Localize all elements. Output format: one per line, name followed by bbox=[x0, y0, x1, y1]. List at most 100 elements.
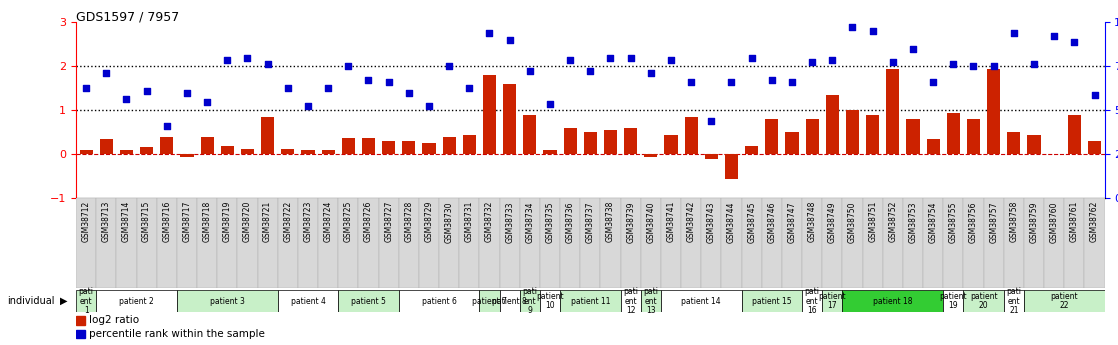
Bar bbox=[806, 119, 818, 155]
Bar bbox=[781, 198, 802, 288]
Text: GSM38752: GSM38752 bbox=[889, 201, 898, 243]
Text: patient 7: patient 7 bbox=[472, 296, 506, 306]
Bar bbox=[563, 128, 577, 155]
Point bbox=[541, 101, 559, 107]
Bar bbox=[786, 132, 798, 155]
Text: patient
10: patient 10 bbox=[537, 292, 563, 310]
Text: GSM38728: GSM38728 bbox=[405, 201, 414, 242]
Bar bbox=[1007, 132, 1021, 155]
Point bbox=[1045, 33, 1063, 38]
Text: GSM38761: GSM38761 bbox=[1070, 201, 1079, 243]
Point bbox=[117, 97, 135, 102]
Bar bbox=[136, 198, 157, 288]
Text: GSM38751: GSM38751 bbox=[869, 201, 878, 243]
Text: GSM38721: GSM38721 bbox=[263, 201, 272, 242]
Text: patient
17: patient 17 bbox=[818, 292, 846, 310]
Bar bbox=[1027, 135, 1041, 155]
Bar bbox=[500, 290, 520, 312]
Point bbox=[1025, 61, 1043, 67]
Text: GSM38741: GSM38741 bbox=[666, 201, 675, 243]
Bar bbox=[802, 198, 822, 288]
Bar bbox=[262, 117, 274, 155]
Text: GSM38712: GSM38712 bbox=[82, 201, 91, 242]
Bar bbox=[543, 150, 557, 155]
Bar bbox=[1004, 290, 1024, 312]
Text: ▶: ▶ bbox=[60, 296, 68, 306]
Text: GSM38748: GSM38748 bbox=[807, 201, 816, 243]
Bar bbox=[76, 330, 85, 338]
Text: pati
ent
13: pati ent 13 bbox=[643, 287, 659, 315]
Bar bbox=[520, 290, 540, 312]
Bar bbox=[822, 198, 842, 288]
Text: patient 8: patient 8 bbox=[492, 296, 527, 306]
Text: GSM38756: GSM38756 bbox=[969, 201, 978, 243]
Point bbox=[138, 88, 155, 93]
Bar bbox=[704, 155, 718, 159]
Text: GSM38715: GSM38715 bbox=[142, 201, 151, 243]
Point bbox=[319, 86, 337, 91]
Bar bbox=[664, 135, 678, 155]
Bar bbox=[1068, 115, 1081, 155]
Point bbox=[601, 55, 619, 60]
Bar bbox=[684, 117, 698, 155]
Point bbox=[965, 63, 983, 69]
Bar bbox=[318, 198, 339, 288]
Point bbox=[461, 86, 479, 91]
Bar bbox=[681, 198, 701, 288]
Bar bbox=[523, 115, 537, 155]
Bar bbox=[745, 146, 758, 155]
Text: GSM38713: GSM38713 bbox=[102, 201, 111, 243]
Text: GSM38762: GSM38762 bbox=[1090, 201, 1099, 243]
Point bbox=[904, 46, 922, 51]
Bar bbox=[237, 198, 257, 288]
Text: GSM38742: GSM38742 bbox=[686, 201, 695, 243]
Bar bbox=[721, 198, 741, 288]
Text: GSM38744: GSM38744 bbox=[727, 201, 736, 243]
Bar bbox=[887, 69, 899, 155]
Text: GSM38757: GSM38757 bbox=[989, 201, 998, 243]
Text: GSM38736: GSM38736 bbox=[566, 201, 575, 243]
Point bbox=[521, 68, 539, 73]
Bar bbox=[362, 138, 375, 155]
Text: GSM38738: GSM38738 bbox=[606, 201, 615, 243]
Bar bbox=[741, 290, 802, 312]
Bar bbox=[282, 149, 294, 155]
Bar bbox=[620, 290, 641, 312]
Bar bbox=[1004, 198, 1024, 288]
Point bbox=[884, 59, 902, 65]
Point bbox=[1065, 39, 1083, 45]
Point bbox=[420, 103, 438, 109]
Point bbox=[722, 79, 740, 85]
Text: patient 6: patient 6 bbox=[421, 296, 456, 306]
Text: GSM38731: GSM38731 bbox=[465, 201, 474, 243]
Point bbox=[481, 31, 499, 36]
Bar bbox=[359, 198, 379, 288]
Point bbox=[97, 70, 115, 76]
Bar bbox=[907, 119, 919, 155]
Bar bbox=[1084, 198, 1105, 288]
Bar bbox=[399, 198, 419, 288]
Text: GSM38755: GSM38755 bbox=[949, 201, 958, 243]
Point bbox=[945, 61, 963, 67]
Text: patient 18: patient 18 bbox=[873, 296, 912, 306]
Bar bbox=[967, 119, 980, 155]
Text: GSM38727: GSM38727 bbox=[385, 201, 394, 243]
Point bbox=[742, 55, 760, 60]
Bar bbox=[382, 141, 395, 155]
Point bbox=[380, 79, 398, 85]
Bar bbox=[443, 137, 456, 155]
Bar bbox=[644, 155, 657, 157]
Bar bbox=[842, 198, 863, 288]
Text: GSM38714: GSM38714 bbox=[122, 201, 131, 243]
Bar bbox=[846, 110, 859, 155]
Point bbox=[622, 55, 639, 60]
Text: GSM38718: GSM38718 bbox=[202, 201, 211, 242]
Text: GSM38753: GSM38753 bbox=[909, 201, 918, 243]
Point bbox=[682, 79, 700, 85]
Bar bbox=[641, 290, 661, 312]
Bar bbox=[540, 198, 560, 288]
Bar bbox=[761, 198, 781, 288]
Text: GSM38754: GSM38754 bbox=[929, 201, 938, 243]
Bar bbox=[483, 75, 496, 155]
Text: GSM38717: GSM38717 bbox=[182, 201, 191, 243]
